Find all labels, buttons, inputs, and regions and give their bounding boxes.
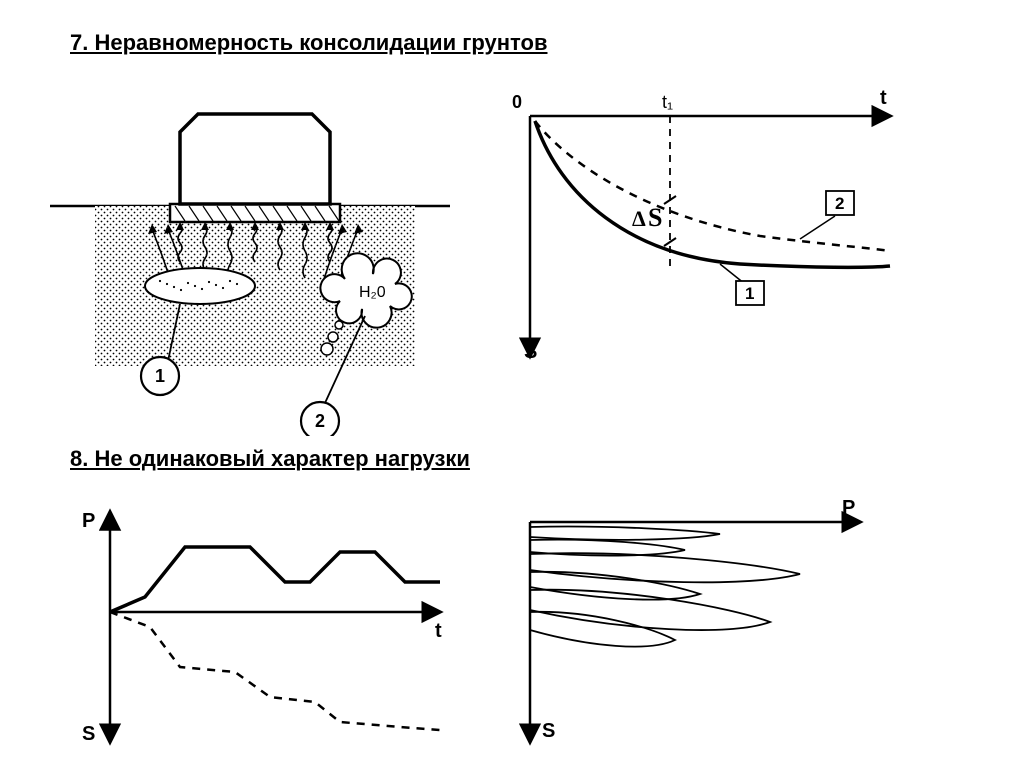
section-7-row: H₂012 0tSt₁ΔS12 xyxy=(40,76,984,436)
svg-text:t: t xyxy=(880,87,887,109)
svg-text:Δ: Δ xyxy=(632,206,646,231)
svg-text:S: S xyxy=(648,203,662,232)
diagram-8-load-time: Pt S xyxy=(40,492,460,752)
svg-text:P: P xyxy=(82,510,95,532)
diagram-8-loops: PS xyxy=(490,492,870,752)
diagram-7-foundation: H₂0 1 2 xyxy=(40,76,460,436)
svg-text:0: 0 xyxy=(512,92,522,112)
svg-text:S: S xyxy=(542,720,555,742)
svg-text:t₁: t₁ xyxy=(662,92,673,112)
svg-text:H₂0: H₂0 xyxy=(359,284,386,301)
svg-text:t: t xyxy=(435,620,442,642)
svg-text:1: 1 xyxy=(745,284,754,303)
heading-7: 7. Неравномерность консолидации грунтов xyxy=(70,30,984,56)
svg-text:2: 2 xyxy=(315,411,325,431)
svg-text:S: S xyxy=(524,341,537,363)
svg-text:S: S xyxy=(82,723,95,745)
diagram-7-curves: 0tSt₁ΔS12 xyxy=(490,76,910,376)
heading-8: 8. Не одинаковый характер нагрузки xyxy=(70,446,984,472)
svg-text:1: 1 xyxy=(155,366,165,386)
svg-text:2: 2 xyxy=(835,194,844,213)
section-8-row: PtS PS xyxy=(40,492,984,752)
svg-text:P: P xyxy=(842,497,855,519)
